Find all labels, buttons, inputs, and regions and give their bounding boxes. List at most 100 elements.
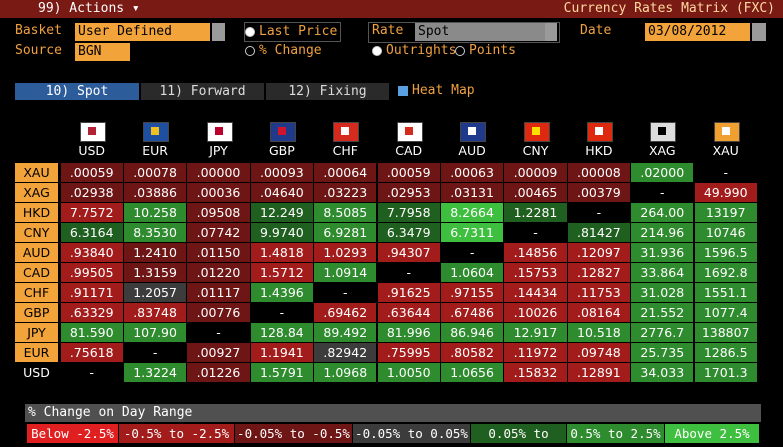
rate-cell: 1.0968 bbox=[314, 363, 377, 382]
price-option[interactable]: % Change bbox=[245, 42, 322, 60]
column-header: EUR bbox=[142, 143, 168, 158]
rate-cell: .00064 bbox=[314, 163, 377, 182]
actions-menu[interactable]: 99) Actions ▾ bbox=[38, 0, 140, 18]
date-label: Date bbox=[580, 23, 612, 38]
rate-cell: 1.2410 bbox=[123, 243, 187, 262]
flag-emblem bbox=[214, 127, 223, 135]
rate-cell: .15832 bbox=[504, 363, 567, 382]
rate-cell: .00063 bbox=[440, 163, 504, 182]
rate-cell: - bbox=[60, 363, 123, 382]
rate-cell: 31.936 bbox=[631, 243, 694, 262]
rate-cell: .81427 bbox=[567, 223, 631, 242]
legend-item: -0.05% to -0.5% bbox=[235, 424, 352, 443]
rate-cell: 7.7958 bbox=[377, 203, 440, 222]
basket-input[interactable]: User Defined bbox=[75, 23, 210, 41]
row-header: AUD bbox=[15, 243, 58, 262]
legend-item: 0.05% to 0.5% bbox=[471, 424, 566, 447]
rate-cell: .97155 bbox=[440, 283, 504, 302]
column-header: JPY bbox=[209, 143, 228, 158]
rate-cell: .12891 bbox=[567, 363, 631, 382]
rate-cell: 33.864 bbox=[631, 263, 694, 282]
rate-cell: 6.3164 bbox=[60, 223, 123, 242]
tab[interactable]: 11) Forward bbox=[141, 83, 264, 100]
rate-cell: .14856 bbox=[504, 243, 567, 262]
screen-title: Currency Rates Matrix (FXC) bbox=[563, 1, 775, 16]
quote-option[interactable]: Points bbox=[455, 42, 516, 60]
rate-cell: 138807 bbox=[694, 323, 757, 342]
actions-label[interactable]: 99) Actions bbox=[38, 1, 125, 16]
rate-cell: 10746 bbox=[694, 223, 757, 242]
row-header: XAU bbox=[15, 163, 58, 182]
rate-cell: .00465 bbox=[504, 183, 567, 202]
tab[interactable]: 10) Spot bbox=[15, 83, 139, 100]
flag-emblem bbox=[277, 127, 286, 135]
rate-cell: .94307 bbox=[377, 243, 440, 262]
rate-cell: 12.917 bbox=[504, 323, 567, 342]
rate-cell: .02938 bbox=[60, 183, 123, 202]
rate-cell: .91625 bbox=[377, 283, 440, 302]
rate-cell: 21.552 bbox=[631, 303, 694, 322]
quote-option[interactable]: Outrights bbox=[372, 42, 456, 60]
source-input[interactable]: BGN bbox=[75, 43, 130, 61]
rate-cell: 8.2664 bbox=[440, 203, 504, 222]
rate-cell: 8.3530 bbox=[123, 223, 187, 242]
row-header: EUR bbox=[15, 343, 58, 362]
rate-cell: 1.2281 bbox=[504, 203, 567, 222]
basket-label: Basket bbox=[15, 23, 62, 38]
price-option[interactable]: Last Price bbox=[244, 22, 341, 42]
rate-input[interactable]: Spot bbox=[415, 23, 545, 41]
rate-cell: .00000 bbox=[187, 163, 250, 182]
rate-cell: 1701.3 bbox=[694, 363, 757, 382]
calendar-button[interactable] bbox=[752, 23, 766, 41]
rate-cell: .75995 bbox=[377, 343, 440, 362]
rate-cell: .03886 bbox=[123, 183, 187, 202]
rate-cell: .00379 bbox=[567, 183, 631, 202]
rate-cell: .10026 bbox=[504, 303, 567, 322]
heat-map-toggle[interactable]: Heat Map bbox=[398, 82, 475, 100]
rate-label: Rate bbox=[372, 23, 404, 38]
column-header: CHF bbox=[332, 143, 358, 158]
rate-cell: .03223 bbox=[314, 183, 377, 202]
rate-cell: .93840 bbox=[60, 243, 123, 262]
row-header: CNY bbox=[15, 223, 58, 242]
rate-cell: 1.0604 bbox=[440, 263, 504, 282]
flag-emblem bbox=[341, 127, 350, 135]
flag-emblem bbox=[87, 127, 96, 135]
row-header: XAG bbox=[15, 183, 58, 202]
flag-emblem bbox=[404, 127, 413, 135]
rate-cell: .01226 bbox=[187, 363, 250, 382]
rate-cell: 1.0293 bbox=[314, 243, 377, 262]
rate-cell: .03131 bbox=[440, 183, 504, 202]
row-header: CHF bbox=[15, 283, 58, 302]
rate-cell: .08164 bbox=[567, 303, 631, 322]
rate-cell: 128.84 bbox=[250, 323, 314, 342]
column-header: AUD bbox=[458, 143, 486, 158]
date-input[interactable]: 03/08/2012 bbox=[645, 23, 750, 41]
rate-dropdown[interactable] bbox=[545, 23, 557, 41]
radio-selected bbox=[245, 26, 255, 37]
rate-cell: .00009 bbox=[504, 163, 567, 182]
radio bbox=[455, 45, 465, 56]
rate-cell: .09508 bbox=[187, 203, 250, 222]
basket-dropdown[interactable] bbox=[212, 23, 225, 41]
rate-cell: 31.028 bbox=[631, 283, 694, 302]
rate-cell: 9.9740 bbox=[250, 223, 314, 242]
legend-item: -0.05% to 0.05% bbox=[353, 424, 470, 443]
column-header: XAG bbox=[648, 143, 676, 158]
rate-cell: .01150 bbox=[187, 243, 250, 262]
rate-cell: .75618 bbox=[60, 343, 123, 362]
rate-cell: 7.7572 bbox=[60, 203, 123, 222]
row-header: USD bbox=[15, 363, 58, 382]
rate-cell: 1.4818 bbox=[250, 243, 314, 262]
rate-cell: 1.0050 bbox=[377, 363, 440, 382]
rate-cell: .00036 bbox=[187, 183, 250, 202]
tab[interactable]: 12) Fixing bbox=[266, 83, 389, 100]
rate-cell: 1.3224 bbox=[123, 363, 187, 382]
rate-cell: .09748 bbox=[567, 343, 631, 362]
rate-cell: 81.590 bbox=[60, 323, 123, 342]
flag-emblem bbox=[531, 127, 540, 135]
rate-cell: .63329 bbox=[60, 303, 123, 322]
rate-cell: .69462 bbox=[314, 303, 377, 322]
rate-cell: 1.4396 bbox=[250, 283, 314, 302]
